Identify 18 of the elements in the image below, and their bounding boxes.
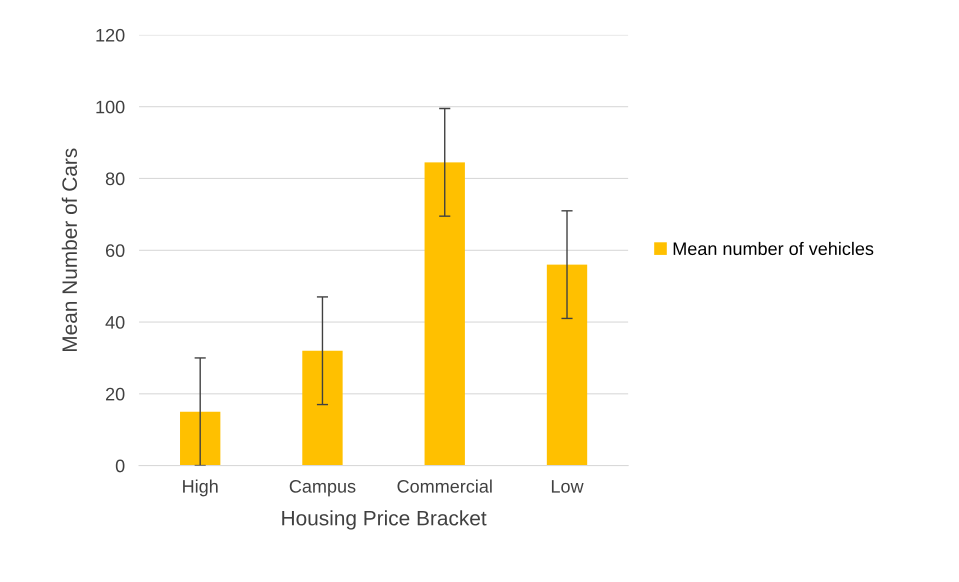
y-tick-label: 60 — [106, 244, 124, 257]
x-tick-label: Low — [552, 480, 584, 493]
bar — [424, 162, 465, 466]
bar — [302, 350, 343, 466]
x-axis-title: Housing Price Bracket — [282, 510, 487, 530]
y-tick-label: 100 — [96, 100, 124, 114]
y-axis-title: Mean Number of Cars — [62, 148, 78, 352]
y-tick-label: 0 — [116, 460, 124, 472]
y-tick-label: 80 — [106, 172, 124, 186]
bar — [546, 264, 588, 466]
y-tick-label: 40 — [106, 316, 124, 329]
bar — [180, 412, 220, 466]
legend-label: Mean number of vehicles — [674, 242, 874, 256]
y-tick-label: 120 — [96, 28, 124, 42]
y-tick-label: 20 — [106, 388, 124, 401]
x-tick-label: High — [183, 479, 218, 496]
x-tick-label: Commercial — [398, 479, 492, 493]
x-tick-label: Campus — [290, 480, 356, 496]
